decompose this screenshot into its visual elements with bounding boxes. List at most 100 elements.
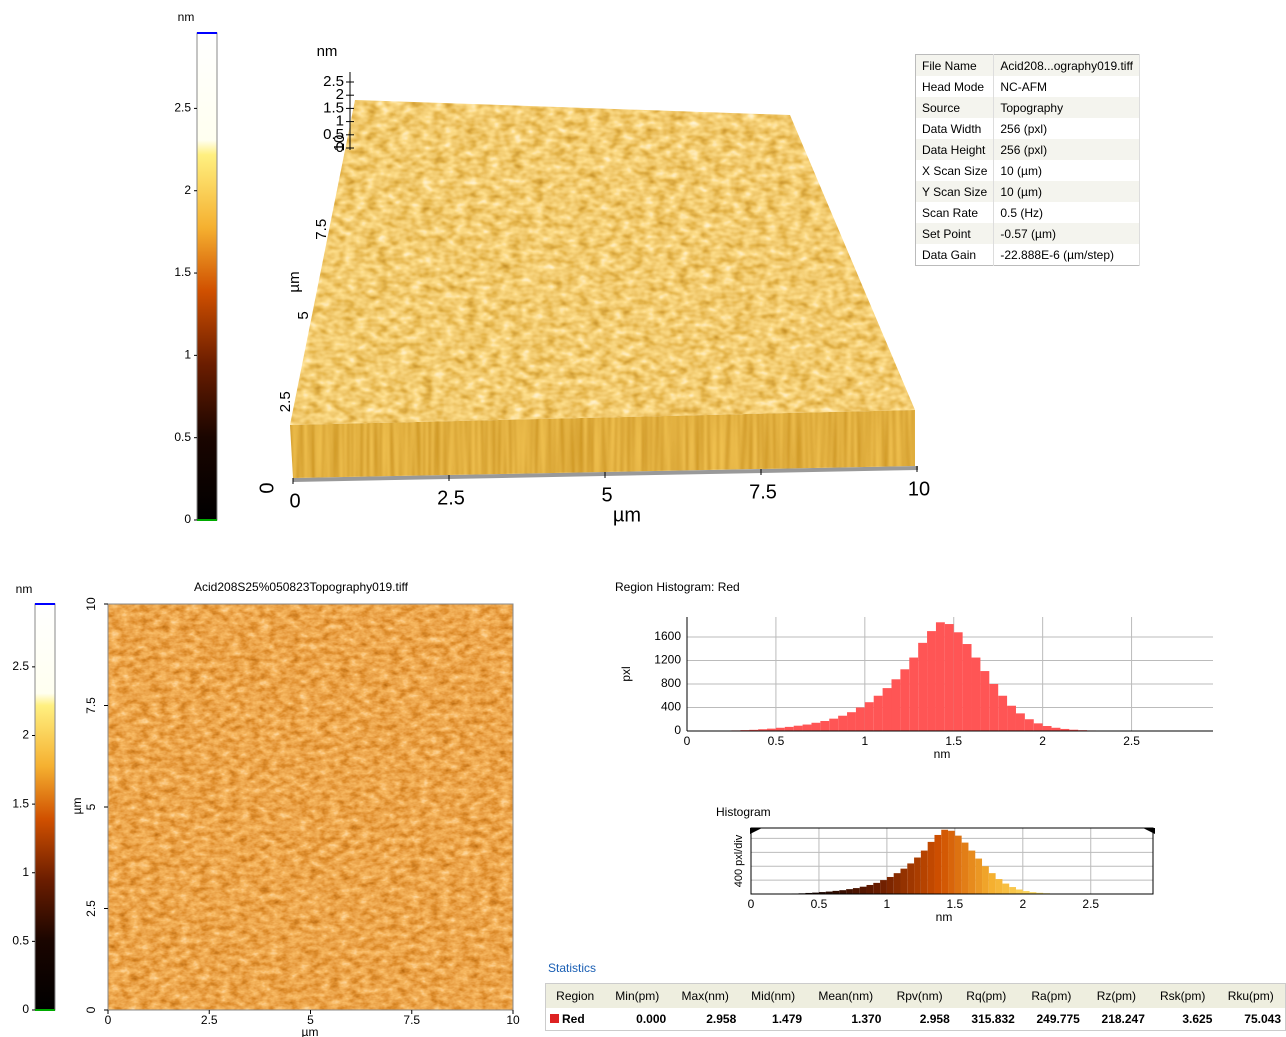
- x-tick-label: 0: [105, 1013, 112, 1027]
- info-value: NC-AFM: [993, 76, 1140, 97]
- histogram-title: Region Histogram: Red: [615, 580, 740, 594]
- info-row: Head Mode NC-AFM: [915, 76, 1140, 97]
- histogram-bar: [864, 702, 874, 731]
- histogram-bar: [918, 642, 928, 731]
- y-axis-label: 400 pxl/div: [733, 834, 745, 887]
- histogram-bar: [838, 715, 848, 731]
- histogram-bar: [920, 850, 928, 894]
- data-row: Red 0.000 2.958 1.479 1.370 2.958 315.832 249.7…: [546, 1008, 1286, 1031]
- histogram-bar: [820, 721, 830, 731]
- histogram-bar: [1036, 892, 1044, 894]
- histogram-bar: [909, 657, 919, 731]
- colorbar: [34, 603, 56, 1011]
- column-header: Rq(pm): [953, 983, 1019, 1008]
- y-axis-label: pxl: [619, 666, 633, 681]
- histogram-bar: [839, 890, 847, 894]
- histogram-bar: [900, 868, 908, 894]
- colorbar-tick-label: 1: [184, 348, 191, 362]
- column-header: Max(nm): [670, 983, 741, 1008]
- colorbar-tick-label: 2: [22, 728, 29, 742]
- x-tick-label: 2: [1019, 897, 1026, 911]
- histogram-bar: [944, 624, 954, 731]
- histogram-title: Histogram: [716, 805, 771, 819]
- y-tick-label: 800: [661, 676, 681, 690]
- histogram-bar: [1022, 891, 1030, 894]
- statistics-title: Statistics: [548, 961, 597, 975]
- z-tick-label: 2.5: [323, 73, 344, 90]
- statistics-table: Region Min(pm) Max(nm) Mid(nm) Mean(nm) Rpv(n…: [545, 983, 1286, 1031]
- x-tick-label: 0: [748, 897, 755, 911]
- histogram-bar: [886, 876, 894, 894]
- column-header: Ra(pm): [1018, 983, 1084, 1008]
- cell: 75.043: [1244, 1012, 1281, 1026]
- y-tick-label: 10: [84, 597, 98, 611]
- y-axis-label: µm: [70, 798, 84, 815]
- region-checkbox[interactable]: [550, 1014, 559, 1023]
- colorbar-tick-label: 0.5: [174, 430, 191, 444]
- histogram-bar: [846, 889, 853, 894]
- colorbar-tick-label: 2.5: [174, 101, 191, 115]
- info-value: 0.5 (Hz): [993, 202, 1140, 223]
- histogram-bar: [1060, 728, 1070, 731]
- image-title: Acid208S25%050823Topography019.tiff: [194, 580, 409, 594]
- histogram-bar: [927, 631, 936, 731]
- histogram-bar: [758, 729, 768, 731]
- y-axis-label: µm: [286, 271, 303, 292]
- x-tick-label: 2: [1039, 734, 1046, 748]
- histogram-bar: [988, 873, 996, 894]
- histogram-bar: [982, 866, 989, 894]
- y-tick-label: 2.5: [277, 391, 294, 412]
- cell: 1.370: [851, 1012, 882, 1026]
- info-value: -0.57 (µm): [993, 223, 1140, 244]
- histogram-bar: [914, 857, 921, 894]
- histogram-bar: [893, 873, 901, 894]
- x-tick-label: 5: [601, 484, 612, 506]
- y-tick-label: 1600: [654, 629, 681, 643]
- x-axis-label: nm: [936, 910, 953, 924]
- cell: Red: [546, 1008, 605, 1031]
- histogram-bar: [873, 695, 883, 731]
- info-value: -22.888E-6 (µm/step): [993, 244, 1140, 266]
- z-tick-label: 1: [336, 113, 344, 130]
- colorbar-tick-label: 0.5: [12, 934, 29, 948]
- histogram-bar: [1015, 713, 1025, 731]
- info-key: Data Gain: [915, 244, 995, 266]
- histogram-bar: [1016, 889, 1023, 894]
- histogram-bar: [962, 644, 972, 731]
- x-tick-label: 1: [861, 734, 868, 748]
- histogram-bar: [1002, 883, 1010, 894]
- y-tick-label: 5: [84, 803, 98, 810]
- x-tick-label: 1.5: [945, 734, 962, 748]
- y-tick-label: 400: [661, 700, 681, 714]
- topography-image: [108, 604, 513, 1010]
- x-tick-label: 1: [884, 897, 891, 911]
- column-header: Min(pm): [604, 983, 671, 1008]
- histogram-bar: [855, 707, 865, 731]
- info-value: Acid208...ography019.tiff: [993, 54, 1140, 76]
- info-key: Set Point: [915, 223, 995, 244]
- column-header: Mean(nm): [806, 983, 886, 1008]
- cell: 1.479: [772, 1012, 803, 1026]
- info-row: Data Width 256 (pxl): [915, 118, 1140, 139]
- cell: 249.775: [1036, 1012, 1080, 1026]
- cell: 3.625: [1182, 1012, 1213, 1026]
- x-tick-label: 0: [289, 490, 300, 512]
- histogram-bar: [891, 679, 901, 731]
- surface-skirt: [290, 410, 915, 478]
- histogram-bar: [975, 858, 983, 894]
- histogram-bar: [767, 728, 776, 731]
- header-row: Region Min(pm) Max(nm) Mid(nm) Mean(nm) Rpv(n…: [545, 983, 1286, 1008]
- histogram-bar: [802, 724, 812, 731]
- colorbar-unit: nm: [16, 582, 33, 596]
- x-tick-label: 2.5: [1123, 734, 1140, 748]
- x-tick-label: 10: [908, 478, 930, 500]
- histogram-bar: [934, 834, 942, 894]
- histogram-bar: [968, 850, 976, 894]
- info-row: Y Scan Size 10 (µm): [915, 181, 1140, 202]
- histogram-bar: [811, 722, 821, 731]
- histogram-bar: [1069, 729, 1079, 731]
- x-tick-label: 1.5: [947, 897, 964, 911]
- column-header: Rz(pm): [1083, 983, 1149, 1008]
- cell: 315.832: [971, 1012, 1015, 1026]
